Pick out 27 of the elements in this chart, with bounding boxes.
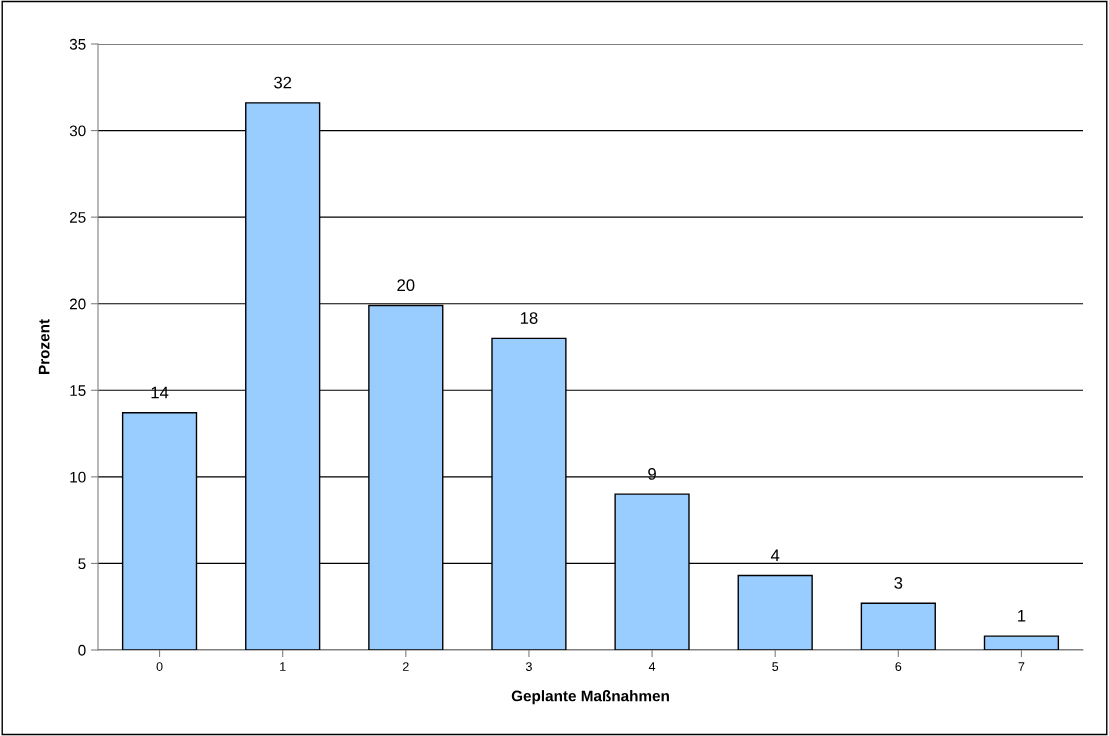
x-axis-title: Geplante Maßnahmen [511, 690, 669, 705]
y-tick-label: 20 [69, 298, 86, 310]
y-tick-label: 5 [78, 558, 86, 570]
y-tick-label: 0 [78, 644, 86, 656]
x-tick-label: 5 [772, 662, 779, 671]
y-tick-label: 25 [69, 212, 86, 223]
x-tick-label: 6 [895, 662, 902, 671]
data-label: 20 [397, 279, 415, 292]
data-label: 4 [770, 549, 780, 561]
bar [983, 635, 1060, 650]
y-tick-label: 35 [69, 38, 86, 50]
x-tick-label: 7 [1018, 662, 1025, 671]
y-tick-label: 15 [70, 385, 86, 396]
data-label: 1 [1018, 610, 1026, 622]
bar [860, 602, 936, 650]
x-tick-label: 0 [156, 662, 163, 671]
x-tick-label: 3 [525, 662, 532, 671]
y-tick-label: 30 [69, 125, 86, 137]
x-tick-label: 1 [280, 662, 286, 671]
data-label: 32 [274, 76, 292, 89]
y-tick-label: 10 [70, 471, 86, 483]
x-tick-label: 4 [648, 662, 656, 671]
y-axis-title: Prozent [38, 319, 50, 374]
x-tick-label: 2 [402, 662, 409, 671]
bar [737, 574, 813, 650]
data-label: 3 [894, 577, 903, 589]
data-label: 18 [520, 312, 538, 324]
